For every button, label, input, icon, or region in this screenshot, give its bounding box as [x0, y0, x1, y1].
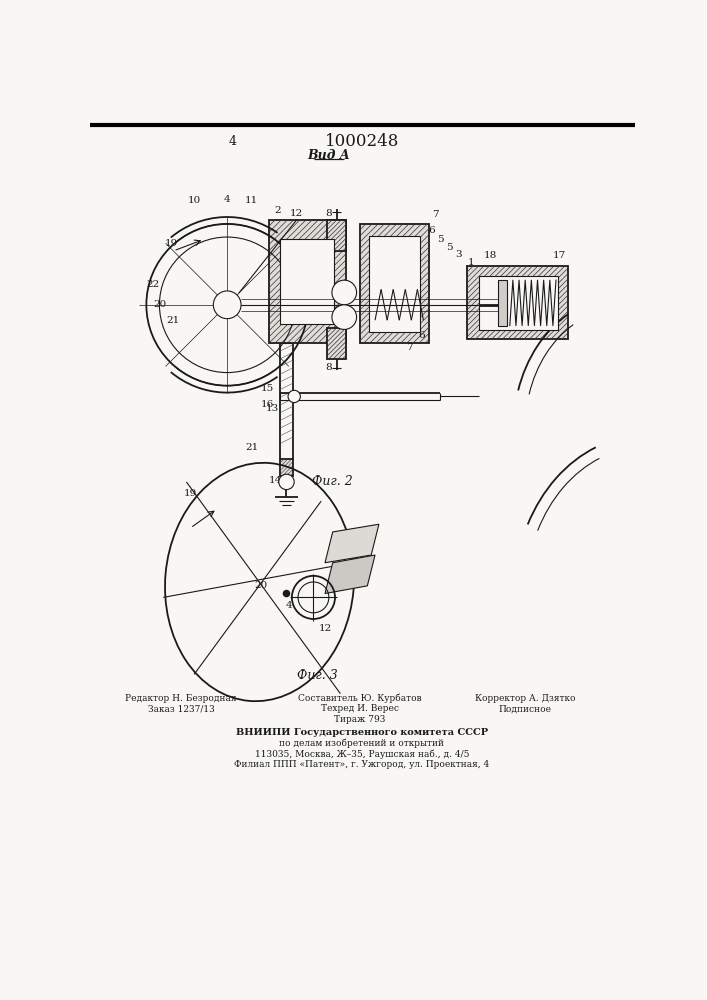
Text: 15: 15: [261, 384, 274, 393]
Text: Подписное: Подписное: [498, 704, 551, 713]
Text: 18: 18: [484, 251, 497, 260]
Text: 6: 6: [428, 226, 435, 235]
Polygon shape: [327, 328, 346, 359]
Polygon shape: [327, 220, 346, 251]
Circle shape: [332, 280, 356, 305]
Text: 14: 14: [269, 476, 281, 485]
Text: 7: 7: [432, 210, 438, 219]
Polygon shape: [325, 524, 379, 563]
Text: 7: 7: [407, 343, 413, 352]
Text: 11: 11: [245, 196, 259, 205]
Text: 20: 20: [153, 300, 166, 309]
Text: 20: 20: [254, 581, 267, 590]
Text: Заказ 1237/13: Заказ 1237/13: [148, 704, 214, 713]
Text: 13: 13: [266, 404, 279, 413]
Text: Техред И. Верес: Техред И. Верес: [321, 704, 399, 713]
Text: 12: 12: [318, 624, 332, 633]
Polygon shape: [360, 224, 429, 343]
Text: 6: 6: [418, 331, 425, 340]
Polygon shape: [369, 235, 420, 332]
Text: 5: 5: [445, 243, 452, 252]
Text: по делам изобретений и открытий: по делам изобретений и открытий: [279, 738, 445, 748]
Text: Корректор А. Дзятко: Корректор А. Дзятко: [475, 694, 575, 703]
Text: 1: 1: [360, 531, 366, 540]
Circle shape: [332, 305, 356, 329]
Text: 16: 16: [261, 400, 274, 409]
Polygon shape: [479, 276, 559, 330]
Circle shape: [288, 390, 300, 403]
Text: 4: 4: [224, 195, 230, 204]
Text: 12: 12: [290, 209, 303, 218]
Text: Фиг. 2: Фиг. 2: [312, 475, 353, 488]
Text: Тираж 793: Тираж 793: [334, 715, 385, 724]
Text: 1000248: 1000248: [325, 133, 399, 150]
Polygon shape: [467, 266, 568, 339]
Text: 19: 19: [164, 239, 177, 248]
Text: Филиал ППП «Патент», г. Ужгород, ул. Проектная, 4: Филиал ППП «Патент», г. Ужгород, ул. Про…: [234, 760, 489, 769]
Polygon shape: [281, 459, 293, 476]
Text: 1: 1: [468, 258, 474, 267]
Circle shape: [214, 291, 241, 319]
Text: 10: 10: [187, 196, 201, 205]
Text: 3: 3: [455, 250, 462, 259]
Circle shape: [284, 590, 290, 597]
Text: Составитель Ю. Курбатов: Составитель Ю. Курбатов: [298, 694, 421, 703]
Polygon shape: [269, 220, 346, 343]
Polygon shape: [498, 280, 508, 326]
Circle shape: [279, 474, 294, 490]
Text: 4: 4: [228, 135, 237, 148]
Text: ВНИИПИ Государственного комитета СССР: ВНИИПИ Государственного комитета СССР: [236, 728, 488, 737]
Text: 8: 8: [325, 209, 332, 218]
Text: 2: 2: [363, 570, 370, 579]
Polygon shape: [325, 555, 375, 594]
Text: Редактор Н. Безродная: Редактор Н. Безродная: [125, 694, 237, 703]
Polygon shape: [281, 239, 334, 324]
Text: 19: 19: [184, 489, 197, 498]
Text: 5: 5: [437, 235, 444, 244]
Text: 8: 8: [325, 363, 332, 372]
Text: 17: 17: [553, 251, 566, 260]
Text: Фиг. 3: Фиг. 3: [297, 669, 338, 682]
Text: 113035, Москва, Ж–35, Раушская наб., д. 4/5: 113035, Москва, Ж–35, Раушская наб., д. …: [255, 749, 469, 759]
Text: 4: 4: [286, 601, 292, 610]
Text: 2: 2: [274, 206, 281, 215]
Text: 22: 22: [146, 280, 160, 289]
Text: 21: 21: [245, 443, 259, 452]
Text: 21: 21: [167, 316, 180, 325]
Text: Вид A: Вид A: [308, 149, 350, 162]
